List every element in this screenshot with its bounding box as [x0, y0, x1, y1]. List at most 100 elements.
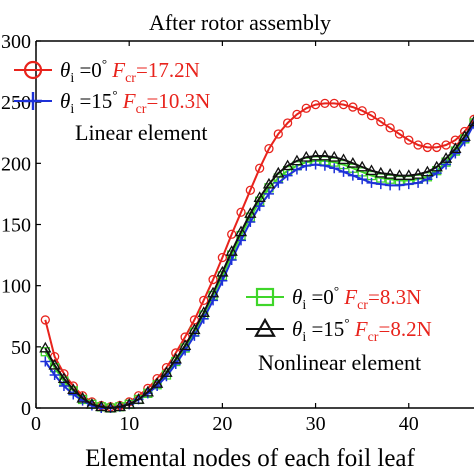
data-point: [68, 389, 79, 400]
x-tick-label: 0: [31, 413, 41, 435]
data-point: [467, 115, 474, 127]
data-point: [385, 180, 396, 191]
data-point: [290, 154, 304, 166]
data-point: [439, 152, 453, 163]
data-point: [404, 135, 414, 145]
data-point: [57, 372, 71, 384]
data-point: [356, 160, 369, 172]
data-point: [95, 400, 108, 412]
data-point: [132, 393, 145, 404]
legend-label: θi =15° Fcr=8.2N: [292, 315, 432, 345]
data-point: [300, 150, 313, 162]
data-point: [348, 102, 358, 112]
y-tick-label: 300: [1, 31, 31, 53]
y-tick-label: 0: [21, 398, 31, 420]
data-point: [346, 157, 359, 168]
x-tick-label: 30: [306, 413, 326, 435]
data-point: [217, 252, 228, 263]
legend-label: θi =0° Fcr=17.2N: [60, 56, 200, 86]
data-point: [292, 109, 302, 120]
data-point: [281, 159, 294, 171]
data-point: [301, 103, 311, 113]
data-point: [319, 160, 330, 171]
data-point: [39, 341, 52, 353]
data-point: [366, 110, 377, 121]
data-point: [67, 383, 80, 395]
data-point: [206, 286, 220, 298]
data-point: [48, 358, 61, 370]
data-point: [49, 369, 60, 380]
legend-marker: [255, 287, 275, 307]
data-point: [365, 164, 378, 176]
data-point: [449, 142, 462, 154]
y-tick-label: 50: [11, 337, 31, 359]
data-point: [262, 177, 276, 189]
data-point: [208, 274, 218, 285]
data-point: [253, 191, 266, 202]
data-point: [197, 306, 210, 317]
y-tick-label: 200: [1, 153, 31, 175]
data-point: [282, 170, 293, 181]
data-point: [337, 153, 350, 165]
legend-title: Nonlinear element: [258, 350, 421, 375]
data-point: [430, 160, 443, 172]
data-point: [264, 144, 274, 154]
data-point: [469, 119, 474, 130]
data-point: [432, 142, 442, 153]
data-point: [273, 177, 284, 188]
data-point: [291, 164, 302, 175]
data-point: [309, 149, 322, 161]
data-point: [178, 339, 192, 351]
data-point: [254, 201, 265, 212]
data-point: [441, 140, 451, 150]
data-point: [421, 165, 434, 177]
data-point: [403, 179, 414, 190]
data-point: [255, 163, 265, 173]
data-point: [310, 159, 321, 170]
legend-marker: [23, 60, 43, 80]
data-point: [234, 225, 248, 237]
data-point: [160, 366, 173, 377]
data-point: [320, 98, 330, 109]
data-point: [318, 149, 332, 161]
data-point: [431, 168, 442, 179]
data-point: [338, 99, 349, 110]
data-point: [329, 163, 340, 174]
data-point: [244, 207, 257, 218]
data-point: [384, 168, 397, 179]
y-axis: 0 50 100 150 200 250 300: [1, 31, 41, 420]
data-point: [413, 140, 423, 150]
data-point: [216, 265, 229, 277]
data-point: [310, 99, 321, 110]
legend-marker: [24, 92, 42, 110]
data-point: [411, 168, 425, 179]
data-point: [375, 179, 386, 190]
data-point: [441, 159, 452, 170]
data-point: [236, 207, 246, 217]
legend-marker: [254, 317, 276, 337]
y-tick-label: 150: [1, 215, 31, 237]
legend-item: θi =15° Fcr=8.2N: [246, 315, 432, 345]
data-point: [263, 188, 274, 199]
data-point: [199, 295, 209, 305]
data-point: [40, 315, 50, 325]
legend-item: θi =15° Fcr=10.3N: [14, 87, 210, 117]
x-tick-label: 40: [399, 413, 419, 435]
data-point: [141, 385, 154, 397]
data-point: [376, 117, 386, 127]
data-point: [273, 129, 283, 139]
data-point: [393, 169, 406, 180]
series-triangle: [39, 115, 474, 413]
data-point: [374, 166, 387, 178]
data-point: [113, 400, 126, 412]
legend-title: Linear element: [75, 120, 208, 145]
data-point: [76, 391, 89, 403]
legend-label: θi =15° Fcr=10.3N: [60, 87, 210, 117]
data-point: [104, 401, 117, 413]
data-point: [85, 398, 99, 409]
plot-area: [35, 40, 474, 413]
data-point: [328, 150, 341, 162]
x-tick-label: 10: [119, 413, 139, 435]
legend-label: θi =0° Fcr=8.3N: [292, 283, 421, 313]
